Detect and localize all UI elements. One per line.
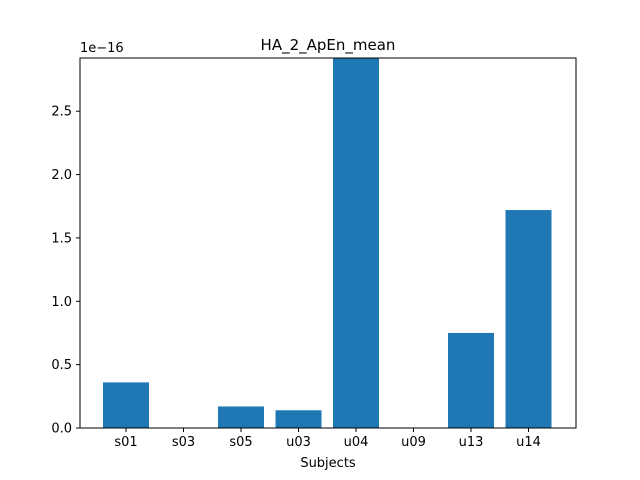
y-tick-label: 1.0	[51, 295, 72, 310]
bar-u14	[505, 210, 552, 428]
bar-u13	[448, 332, 494, 428]
y-scale-label: 1e−16	[80, 41, 124, 56]
x-axis-ticks: s01 s03 s05 u03 u04 u09 u13 u14	[114, 428, 541, 450]
y-tick-label: 0.0	[51, 422, 72, 437]
chart-title: HA_2_ApEn_mean	[261, 36, 396, 55]
y-axis-ticks: 0.0 0.5 1.0 1.5 2.0 2.5	[51, 105, 80, 437]
x-tick-label: u13	[459, 435, 484, 450]
y-tick-label: 0.5	[51, 358, 72, 373]
x-tick-label: u03	[286, 435, 311, 450]
x-tick-label: u14	[516, 435, 541, 450]
bar-s01	[103, 382, 149, 428]
bar-u04	[333, 58, 379, 428]
y-tick-label: 2.5	[51, 105, 72, 120]
y-tick-label: 2.0	[51, 168, 72, 183]
bar-s05	[218, 406, 264, 428]
x-tick-label: s03	[172, 435, 195, 450]
x-tick-label: s05	[229, 435, 252, 450]
axes-frame	[79, 57, 577, 429]
y-tick-label: 1.5	[51, 231, 72, 246]
bar-u03	[275, 410, 322, 428]
x-axis-label: Subjects	[300, 456, 356, 471]
x-tick-label: s01	[114, 435, 137, 450]
bars-group	[103, 58, 552, 428]
x-tick-label: u09	[401, 435, 426, 450]
x-tick-label: u04	[344, 435, 369, 450]
